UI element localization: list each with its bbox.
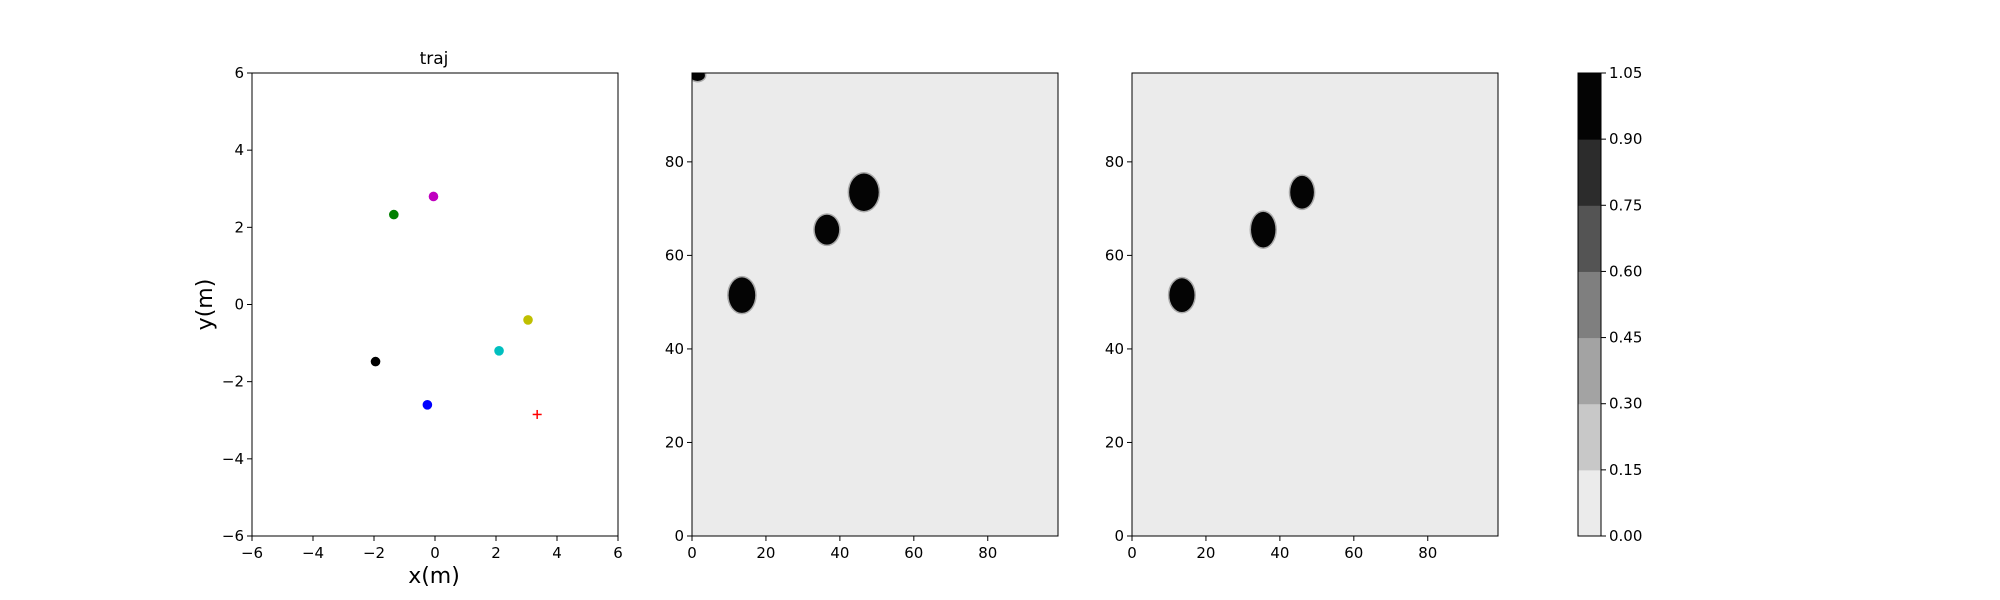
map1-y-tick-label: 40 [665, 340, 684, 358]
map1-x-tick-label: 60 [904, 544, 923, 562]
map1-x-tick-label: 20 [756, 544, 775, 562]
traj-x-tick-label: 2 [491, 544, 501, 562]
map2-blob [1169, 278, 1195, 312]
traj-x-tick-label: 6 [613, 544, 623, 562]
traj-point [428, 191, 439, 202]
colorbar-tick-label: 0.00 [1609, 527, 1642, 545]
colorbar-level [1578, 403, 1601, 471]
map2-blob [1290, 175, 1314, 209]
traj-plot-title: traj [420, 49, 449, 69]
map1-x-tick-label: 0 [687, 544, 697, 562]
traj-y-tick-label: −4 [222, 450, 244, 468]
traj-point-plus [532, 409, 542, 419]
colorbar-tick-label: 0.75 [1609, 196, 1642, 214]
map1-y-tick-label: 60 [665, 246, 684, 264]
traj-x-tick-label: −6 [241, 544, 263, 562]
heatmap-1-blobs [692, 73, 881, 315]
map1-blob [692, 73, 705, 81]
map1-blob [849, 173, 879, 211]
map2-y-tick-label: 0 [1114, 527, 1124, 545]
colorbar: 0.00 0.15 0.30 0.45 0.60 0.75 0.90 1.05 [1577, 64, 1642, 545]
heatmap-1-y-ticks: 0 20 40 60 80 [665, 153, 692, 545]
map2-y-tick-label: 60 [1105, 246, 1124, 264]
colorbar-level [1578, 73, 1601, 140]
colorbar-tick-label: 0.60 [1609, 262, 1642, 280]
colorbar-tick-label: 0.90 [1609, 130, 1642, 148]
colorbar-level [1578, 337, 1601, 405]
traj-y-tick-label: −6 [222, 527, 244, 545]
heatmap-2-background [1132, 73, 1498, 536]
traj-point [523, 315, 533, 325]
map2-x-tick-label: 20 [1196, 544, 1215, 562]
map1-x-tick-label: 40 [830, 544, 849, 562]
colorbar-levels [1578, 73, 1601, 537]
map2-y-tick-label: 80 [1105, 153, 1124, 171]
map1-x-tick-label: 80 [978, 544, 997, 562]
map2-x-tick-label: 40 [1270, 544, 1289, 562]
colorbar-ticks: 0.00 0.15 0.30 0.45 0.60 0.75 0.90 1.05 [1601, 64, 1642, 545]
map2-y-tick-label: 20 [1105, 433, 1124, 451]
map2-x-tick-label: 80 [1418, 544, 1437, 562]
colorbar-tick-label: 0.15 [1609, 461, 1642, 479]
traj-x-ticks: −6 −4 −2 0 2 4 6 [241, 536, 623, 562]
heatmap-1-frame [691, 72, 1059, 537]
map2-y-tick-label: 40 [1105, 340, 1124, 358]
traj-y-tick-label: 2 [234, 218, 244, 236]
traj-point [494, 346, 504, 356]
traj-x-tick-label: −2 [363, 544, 385, 562]
traj-y-axis-label: y(m) [193, 279, 218, 331]
colorbar-frame [1577, 72, 1602, 537]
colorbar-tick-label: 1.05 [1609, 64, 1642, 82]
map2-x-tick-label: 0 [1127, 544, 1137, 562]
heatmap-2-blobs [1167, 174, 1316, 314]
traj-y-tick-label: 6 [234, 64, 244, 82]
traj-x-tick-label: −4 [302, 544, 324, 562]
colorbar-level [1578, 469, 1601, 537]
traj-point [370, 356, 381, 367]
colorbar-tick-label: 0.45 [1609, 329, 1642, 347]
traj-y-tick-label: −2 [222, 373, 244, 391]
heatmap-2-frame [1131, 72, 1499, 537]
map1-blob [814, 214, 840, 245]
traj-y-tick-label: 4 [234, 141, 244, 159]
traj-point [422, 400, 433, 410]
traj-points [370, 191, 542, 419]
heatmap-1-x-ticks: 0 20 40 60 80 [687, 536, 997, 562]
traj-x-tick-label: 0 [430, 544, 440, 562]
traj-y-ticks: −6 −4 −2 0 2 4 6 [222, 64, 252, 545]
heatmap-panel-1: 0 20 40 60 80 0 20 40 60 80 [665, 72, 1059, 562]
map1-blob [728, 277, 756, 313]
traj-scatter-panel: traj −6 −4 −2 0 2 4 6 −6 −4 −2 0 2 4 6 x(m) y(m) [193, 49, 623, 589]
traj-plot-frame [251, 72, 619, 537]
colorbar-level [1578, 205, 1601, 272]
traj-y-tick-label: 0 [234, 296, 244, 314]
traj-point [389, 209, 399, 220]
map2-blob [1251, 211, 1276, 248]
colorbar-level [1578, 139, 1601, 206]
map1-y-tick-label: 80 [665, 153, 684, 171]
colorbar-level [1578, 271, 1601, 339]
heatmap-2-y-ticks: 0 20 40 60 80 [1105, 153, 1132, 545]
heatmap-panel-2: 0 20 40 60 80 0 20 40 60 80 [1105, 72, 1499, 562]
colorbar-tick-label: 0.30 [1609, 395, 1642, 413]
map2-x-tick-label: 60 [1344, 544, 1363, 562]
map1-y-tick-label: 0 [674, 527, 684, 545]
heatmap-2-x-ticks: 0 20 40 60 80 [1127, 536, 1437, 562]
traj-x-tick-label: 4 [552, 544, 562, 562]
traj-x-axis-label: x(m) [408, 564, 460, 589]
map1-y-tick-label: 20 [665, 433, 684, 451]
